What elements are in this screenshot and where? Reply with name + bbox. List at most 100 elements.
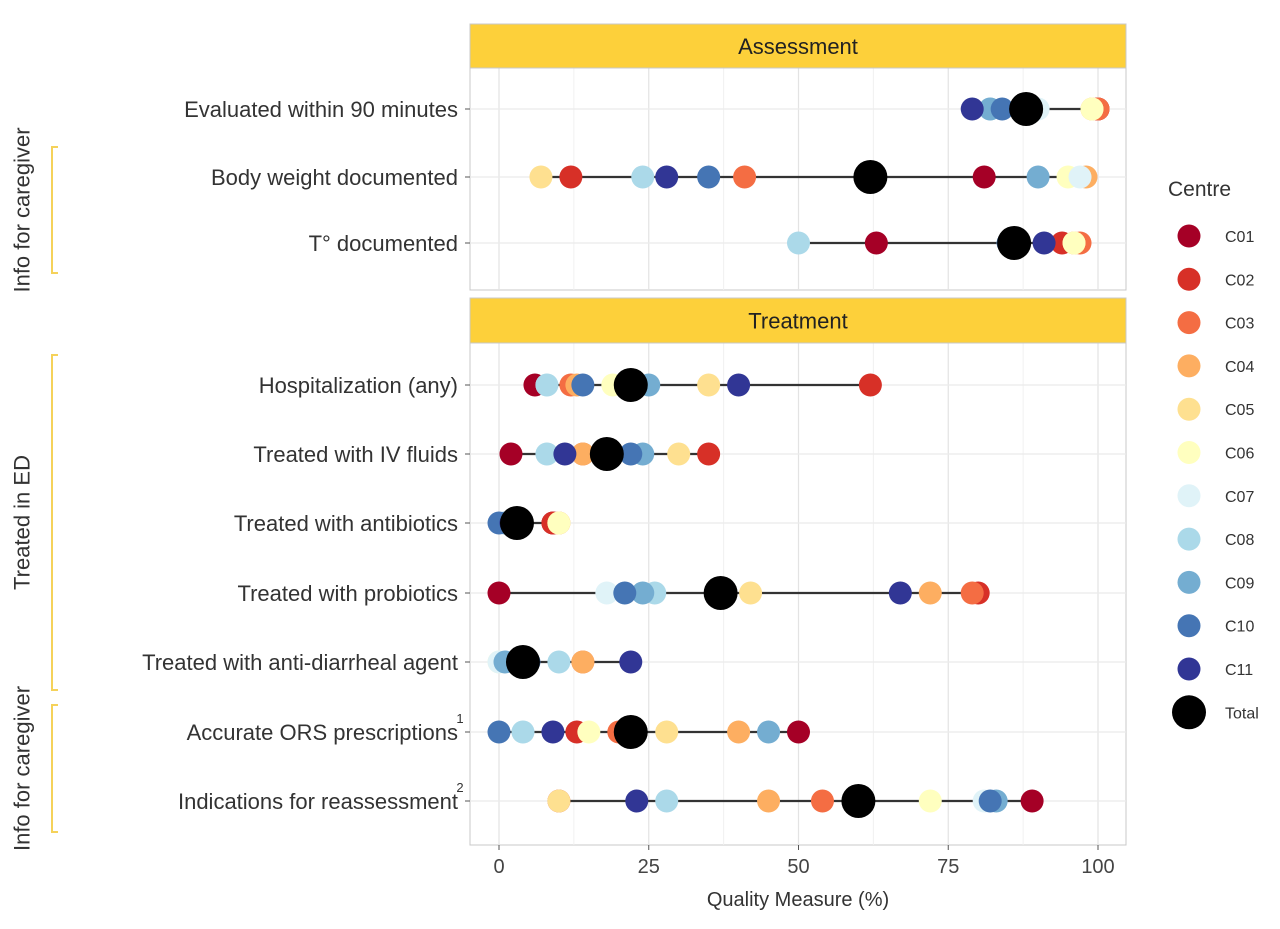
data-point-total [1009, 92, 1044, 126]
legend-swatch-c06 [1177, 441, 1201, 464]
x-tick-label: 100 [1081, 856, 1114, 878]
data-point-c10 [978, 789, 1002, 813]
data-point-c04 [571, 442, 595, 466]
data-point-total [589, 437, 624, 471]
data-point-c09 [757, 720, 781, 744]
data-point-c04 [571, 650, 595, 674]
data-point-c01 [1020, 789, 1044, 813]
data-point-c02 [697, 442, 721, 466]
group-label: Info for caregiver [10, 127, 35, 292]
legend-label-c01: C01 [1225, 229, 1254, 246]
facet-strip-title: Assessment [738, 34, 858, 59]
legend-label-c07: C07 [1225, 489, 1254, 506]
data-point-total [841, 784, 876, 818]
data-point-total [505, 645, 540, 679]
data-point-c01 [499, 442, 523, 466]
legend-swatch-c02 [1177, 267, 1201, 291]
data-point-c01 [787, 720, 810, 744]
data-point-c08 [535, 442, 559, 466]
row-label: Treated with anti-diarrheal agent [142, 650, 458, 675]
data-point-c01 [972, 165, 996, 189]
x-tick-label: 50 [787, 856, 809, 878]
x-tick-label: 75 [937, 856, 959, 878]
data-point-c08 [547, 650, 571, 674]
data-point-c03 [810, 789, 834, 813]
facet-strip [469, 297, 1127, 344]
row-label: Treated with probiotics [237, 581, 458, 606]
group-bracket [51, 354, 58, 691]
data-point-c11 [553, 442, 577, 466]
legend-label-c05: C05 [1225, 402, 1254, 419]
data-point-c06 [577, 720, 601, 744]
data-point-total [613, 715, 648, 749]
data-point-c09 [1026, 165, 1050, 189]
data-point-c09 [631, 581, 655, 605]
facet-strip [469, 23, 1127, 69]
data-point-c11 [1032, 231, 1056, 255]
data-point-c08 [655, 789, 679, 813]
row-label: Treated with antibiotics [234, 511, 458, 536]
group-bracket [51, 704, 58, 833]
data-point-c10 [619, 442, 643, 466]
data-point-c07 [1068, 165, 1092, 189]
data-point-c06 [1080, 97, 1104, 121]
data-point-c05 [655, 720, 679, 744]
data-point-total [853, 160, 888, 194]
x-tick-label: 0 [493, 856, 504, 878]
data-point-c01 [864, 231, 888, 255]
data-point-c08 [535, 373, 559, 397]
data-point-c08 [511, 720, 535, 744]
data-point-c11 [727, 373, 751, 397]
row-label: Indications for reassessment [178, 789, 458, 814]
data-point-c11 [541, 720, 565, 744]
data-point-c05 [547, 789, 571, 813]
x-axis-label: Quality Measure (%) [707, 889, 889, 911]
data-point-c06 [547, 511, 571, 535]
legend-swatch-c01 [1177, 224, 1201, 248]
legend-swatch-c05 [1177, 397, 1201, 421]
data-point-c04 [918, 581, 942, 605]
data-point-c02 [858, 373, 882, 397]
data-point-c11 [655, 165, 679, 189]
data-point-c10 [487, 720, 511, 744]
legend-swatch-c03 [1177, 311, 1201, 335]
data-point-total [997, 226, 1032, 260]
row-label-superscript: 2 [456, 780, 463, 795]
row-label: Hospitalization (any) [259, 373, 458, 398]
legend-label-c08: C08 [1225, 532, 1254, 549]
row-label: Treated with IV fluids [253, 442, 458, 467]
data-point-c11 [625, 789, 649, 813]
x-tick-label: 25 [638, 856, 660, 878]
data-point-c10 [571, 373, 595, 397]
data-point-c04 [727, 720, 751, 744]
legend-swatch-c10 [1177, 614, 1201, 638]
legend-label-c11: C11 [1225, 662, 1253, 679]
legend-label-c10: C10 [1225, 619, 1254, 636]
data-point-total [703, 576, 738, 610]
group-label: Info for caregiver [10, 686, 35, 851]
row-label: Body weight documented [211, 165, 458, 190]
legend-swatch-c09 [1177, 570, 1201, 594]
data-point-c11 [888, 581, 912, 605]
legend-label-total: Total [1225, 705, 1259, 722]
row-label-superscript: 1 [456, 711, 463, 726]
data-point-c05 [529, 165, 553, 189]
legend-swatch-c04 [1177, 354, 1201, 378]
legend-label-c04: C04 [1225, 359, 1254, 376]
data-point-c08 [787, 231, 810, 255]
data-point-total [499, 506, 534, 540]
data-point-total [613, 368, 648, 402]
data-point-c10 [697, 165, 721, 189]
row-label: T° documented [309, 231, 458, 256]
legend-swatch-total [1172, 695, 1206, 730]
group-bracket [51, 146, 58, 274]
data-point-c05 [667, 442, 691, 466]
data-point-c04 [757, 789, 781, 813]
legend-label-c02: C02 [1225, 272, 1254, 289]
legend-swatch-c11 [1177, 657, 1201, 681]
data-point-c08 [631, 165, 655, 189]
data-point-c06 [1062, 231, 1086, 255]
data-point-c06 [918, 789, 942, 813]
